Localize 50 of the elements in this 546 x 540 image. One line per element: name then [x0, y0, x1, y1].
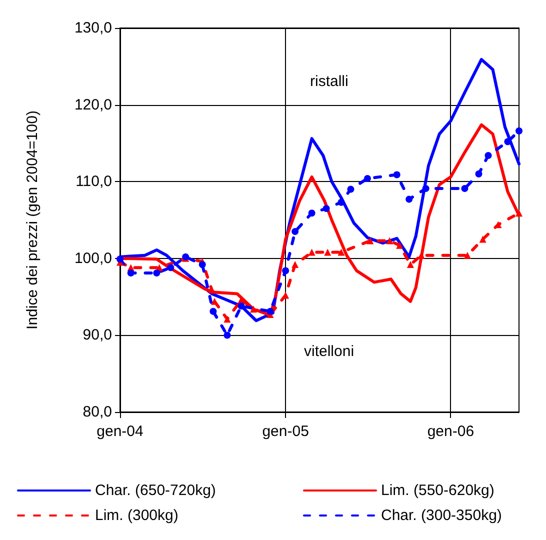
legend-label: Char. (300-350kg) — [381, 507, 502, 524]
annotation: vitelloni — [304, 343, 354, 360]
y-tick-label: 90,0 — [82, 326, 112, 344]
x-tick-label: gen-04 — [96, 423, 144, 440]
point — [464, 252, 471, 259]
y-axis-title: Indice dei prezzi (gen 2004=100) — [24, 110, 41, 330]
point — [461, 185, 468, 192]
x-tick-label: gen-05 — [262, 423, 309, 440]
point — [516, 210, 522, 217]
point — [386, 237, 394, 244]
point — [292, 228, 299, 236]
point — [324, 248, 332, 256]
annotation: ristalli — [310, 73, 348, 90]
legend-label: Lim. (550-620kg) — [381, 482, 494, 499]
point — [366, 237, 374, 244]
point — [396, 242, 404, 249]
point — [224, 332, 231, 339]
legend-label: Char. (650-720kg) — [95, 482, 216, 499]
y-tick-label: 100,0 — [74, 250, 112, 267]
point — [418, 252, 425, 259]
point — [153, 269, 160, 276]
y-tick-label: 80,0 — [82, 404, 112, 420]
y-tick-label: 110,0 — [76, 173, 112, 190]
point — [308, 248, 316, 256]
point — [364, 175, 371, 182]
point — [198, 261, 206, 268]
y-tick-label: 130,0 — [74, 20, 112, 36]
point — [422, 185, 430, 192]
point — [338, 198, 345, 206]
legend-label: Lim. (300kg) — [95, 507, 178, 524]
y-tick-label: 120,0 — [74, 96, 112, 114]
point — [484, 152, 492, 159]
point — [167, 264, 174, 272]
x-tick-label: gen-06 — [427, 423, 474, 440]
point — [393, 171, 400, 178]
point — [322, 204, 330, 212]
point — [308, 210, 316, 217]
point — [406, 261, 414, 268]
point — [406, 196, 413, 203]
point — [238, 302, 245, 310]
point — [210, 308, 217, 315]
point — [347, 186, 354, 193]
point — [282, 267, 290, 274]
point — [224, 316, 231, 323]
point — [338, 248, 345, 256]
point — [516, 127, 522, 134]
point — [127, 269, 134, 276]
point — [479, 236, 486, 243]
point — [475, 170, 482, 178]
point — [292, 261, 299, 268]
